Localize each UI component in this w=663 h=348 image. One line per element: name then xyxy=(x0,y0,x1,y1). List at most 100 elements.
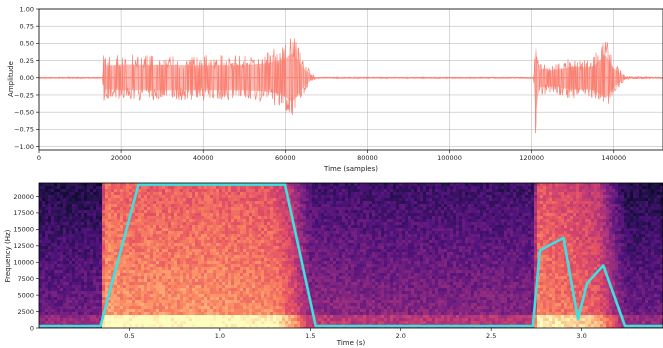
spectrogram-cell xyxy=(102,300,106,304)
spectrogram-cell xyxy=(60,195,64,199)
spectrogram-cell xyxy=(297,264,301,268)
spectrogram-cell xyxy=(213,297,217,301)
spectrogram-cell xyxy=(246,258,250,262)
spectrogram-cell xyxy=(237,258,241,262)
spectrogram-cell xyxy=(192,234,196,238)
spectrogram-cell xyxy=(183,219,187,223)
spectrogram-cell xyxy=(330,315,334,319)
spectrogram-cell xyxy=(132,183,136,187)
spectrogram-cell xyxy=(96,231,100,235)
spectrogram-cell xyxy=(105,213,109,217)
spectrogram-cell xyxy=(69,252,73,256)
spectrogram-cell xyxy=(234,300,238,304)
spectrogram-cell xyxy=(60,204,64,208)
spectrogram-cell xyxy=(102,270,106,274)
spectrogram-cell xyxy=(69,309,73,313)
spectrogram-cell xyxy=(261,285,265,289)
spectrogram-cell xyxy=(111,249,115,253)
spectrogram-cell xyxy=(165,192,169,196)
spectrogram-cell xyxy=(99,183,103,187)
spectrogram-cell xyxy=(159,246,163,250)
spectrogram-cell xyxy=(261,309,265,313)
spectrogram-cell xyxy=(270,270,274,274)
spectrogram-cell xyxy=(129,279,133,283)
spectrogram-cell xyxy=(78,276,82,280)
spectrogram-cell xyxy=(252,228,256,232)
spectrogram-cell xyxy=(330,300,334,304)
spectrogram-cell xyxy=(258,279,262,283)
spectrogram-cell xyxy=(117,192,121,196)
spectrogram-cell xyxy=(60,189,64,193)
spectrogram-cell xyxy=(228,195,232,199)
spectrogram-cell xyxy=(246,297,250,301)
spectrogram-cell xyxy=(225,276,229,280)
spectrogram-cell xyxy=(69,228,73,232)
spectrogram-cell xyxy=(180,324,184,328)
spectrogram-cell xyxy=(327,255,331,259)
y-tick-label: 0.50 xyxy=(20,40,34,48)
spectrogram-cell xyxy=(129,261,133,265)
spectrogram-cell xyxy=(252,207,256,211)
spectrogram-cell xyxy=(270,264,274,268)
spectrogram-cell xyxy=(318,219,322,223)
spectrogram-cell xyxy=(213,189,217,193)
spectrogram-cell xyxy=(339,225,343,229)
spectrogram-cell xyxy=(240,216,244,220)
spectrogram-cell xyxy=(279,312,283,316)
spectrogram-cell xyxy=(327,267,331,271)
spectrogram-cell xyxy=(240,234,244,238)
spectrogram-cell xyxy=(120,192,124,196)
spectrogram-cell xyxy=(201,318,205,322)
spectrogram-cell xyxy=(81,276,85,280)
spectrogram-cell xyxy=(228,210,232,214)
spectrogram-cell xyxy=(102,186,106,190)
spectrogram-cell xyxy=(219,207,223,211)
spectrogram-cell xyxy=(237,309,241,313)
spectrogram-cell xyxy=(192,264,196,268)
spectrogram-cell xyxy=(300,291,304,295)
spectrogram-cell xyxy=(225,264,229,268)
spectrogram-cell xyxy=(156,327,160,328)
spectrogram-cell xyxy=(288,285,292,289)
spectrogram-cell xyxy=(153,315,157,319)
spectrogram-cell xyxy=(159,261,163,265)
spectrogram-cell xyxy=(207,228,211,232)
spectrogram-cell xyxy=(63,204,67,208)
spectrogram-cell xyxy=(216,270,220,274)
spectrogram-cell xyxy=(237,213,241,217)
spectrogram-cell xyxy=(294,318,298,322)
spectrogram-cell xyxy=(216,288,220,292)
spectrogram-cell xyxy=(171,189,175,193)
spectrogram-cell xyxy=(72,216,76,220)
spectrogram-cell xyxy=(243,276,247,280)
spectrogram-cell xyxy=(330,228,334,232)
spectrogram-cell xyxy=(318,270,322,274)
spectrogram-cell xyxy=(147,204,151,208)
spectrogram-cell xyxy=(45,183,49,187)
spectrogram-cell xyxy=(231,264,235,268)
spectrogram-cell xyxy=(312,258,316,262)
spectrogram-cell xyxy=(336,234,340,238)
spectrogram-cell xyxy=(186,252,190,256)
spectrogram-cell xyxy=(183,297,187,301)
spectrogram-cell xyxy=(201,201,205,205)
spectrogram-cell xyxy=(336,228,340,232)
spectrogram-cell xyxy=(132,207,136,211)
spectrogram-cell xyxy=(297,285,301,289)
spectrogram-cell xyxy=(222,216,226,220)
spectrogram-cell xyxy=(315,207,319,211)
spectrogram-cell xyxy=(99,189,103,193)
spectrogram-cell xyxy=(201,216,205,220)
spectrogram-cell xyxy=(117,300,121,304)
spectrogram-cell xyxy=(168,258,172,262)
spectrogram-cell xyxy=(321,282,325,286)
spectrogram-cell xyxy=(318,300,322,304)
spectrogram-cell xyxy=(300,228,304,232)
spectrogram-cell xyxy=(66,294,70,298)
spectrogram-cell xyxy=(192,252,196,256)
spectrogram-cell xyxy=(171,237,175,241)
spectrogram-cell xyxy=(288,252,292,256)
spectrogram-cell xyxy=(129,306,133,310)
spectrogram-cell xyxy=(330,258,334,262)
spectrogram-cell xyxy=(189,201,193,205)
